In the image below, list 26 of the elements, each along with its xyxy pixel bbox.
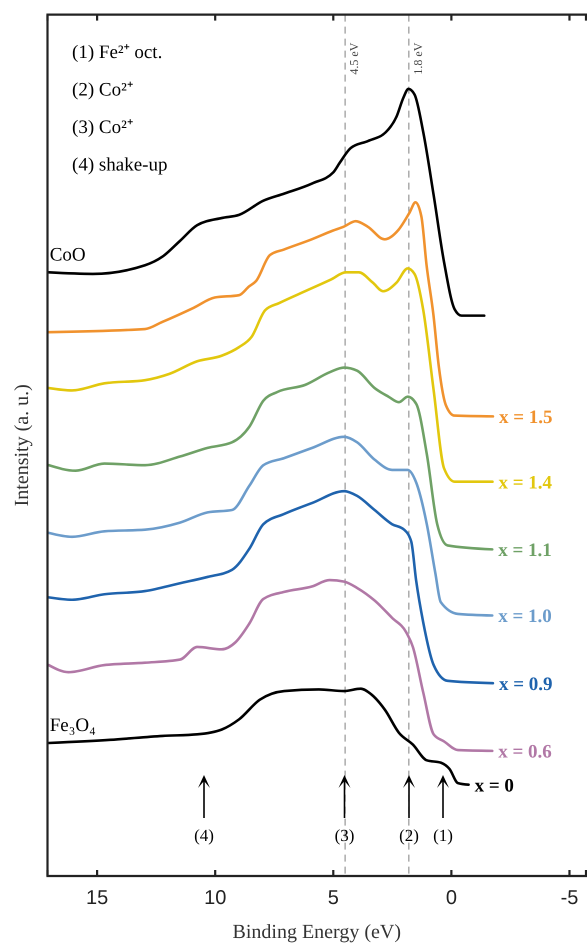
series-label: x = 1.5: [498, 407, 553, 428]
x-tick-label: 0: [446, 887, 457, 910]
ref-line-label: 4.5 eV: [347, 42, 362, 75]
series-label: x = 0.9: [498, 674, 553, 695]
annotation: CoO: [50, 244, 86, 266]
ref-line-label: 1.8 eV: [410, 42, 425, 75]
series-label: x = 1.1: [498, 540, 552, 562]
x-tick-label: -5: [560, 887, 578, 910]
y-axis-title: Intensity (a. u.): [11, 384, 33, 506]
x-tick-label: 5: [328, 887, 339, 910]
x-tick-label: 10: [204, 887, 226, 910]
annotation: (1): [433, 826, 453, 845]
series-label: x = 1.0: [498, 606, 552, 628]
annotation: (2) Co²⁺: [72, 80, 133, 100]
annotation: Fe₃O₄: [50, 714, 96, 736]
annotation: (4) shake-up: [72, 154, 168, 176]
series-label: x = 1.4: [498, 472, 553, 494]
x-tick-label: 15: [86, 887, 108, 910]
x-axis-title: Binding Energy (eV): [232, 921, 401, 943]
annotation: (3): [334, 826, 354, 845]
series-label: x = 0.6: [498, 742, 552, 763]
annotation: (3) Co²⁺: [72, 117, 133, 138]
legend-label: x = 0: [474, 775, 514, 796]
annotation: (4): [194, 826, 214, 845]
annotation: (2): [399, 826, 419, 845]
text: (1) Fe²⁺ oct.: [72, 42, 162, 63]
